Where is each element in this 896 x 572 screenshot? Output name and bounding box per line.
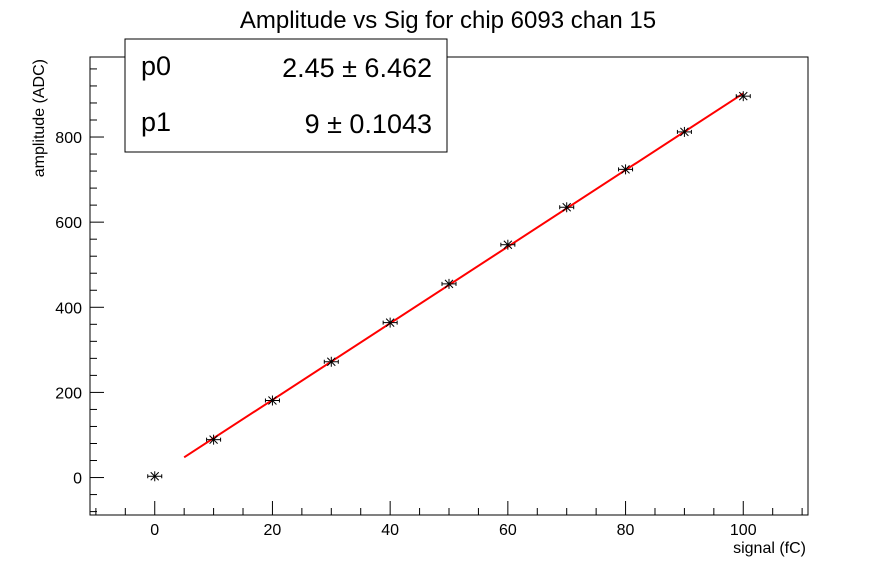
y-tick-label: 0 xyxy=(73,471,82,488)
data-point xyxy=(264,395,280,406)
stats-box-frame xyxy=(124,38,448,153)
data-point xyxy=(559,202,575,213)
x-axis-label: signal (fC) xyxy=(733,540,806,557)
data-point xyxy=(735,91,751,102)
y-tick-label: 800 xyxy=(55,130,82,147)
x-tick-label: 100 xyxy=(730,522,757,539)
data-point xyxy=(500,239,516,250)
y-tick-label: 600 xyxy=(55,215,82,232)
x-tick-label: 40 xyxy=(381,522,399,539)
y-axis: 0 200 400 600 800 xyxy=(55,68,104,513)
data-point xyxy=(323,356,339,367)
data-point xyxy=(147,471,163,482)
stats-p1-name: p1 xyxy=(141,107,171,137)
stats-p1-value: 9 ± 0.1043 xyxy=(305,109,432,139)
stats-p0-name: p0 xyxy=(141,51,171,81)
data-points xyxy=(147,91,751,482)
data-point xyxy=(382,317,398,328)
y-tick-label: 200 xyxy=(55,385,82,402)
chart-title: Amplitude vs Sig for chip 6093 chan 15 xyxy=(240,7,656,34)
fit-line xyxy=(183,92,744,459)
stats-box: p0 2.45 ± 6.462 p1 9 ± 0.1043 xyxy=(124,38,448,153)
data-point xyxy=(676,126,692,137)
x-tick-label: 60 xyxy=(499,522,517,539)
data-point xyxy=(618,164,634,175)
x-tick-label: 20 xyxy=(264,522,282,539)
x-axis: 0 20 40 60 80 100 xyxy=(95,501,803,539)
x-tick-label: 80 xyxy=(617,522,635,539)
y-axis-label: amplitude (ADC) xyxy=(31,59,48,177)
stats-p0-value: 2.45 ± 6.462 xyxy=(282,53,432,83)
fit-layer xyxy=(183,92,744,459)
y-tick-label: 400 xyxy=(55,300,82,317)
data-point xyxy=(441,278,457,289)
data-point xyxy=(206,434,222,445)
x-tick-label: 0 xyxy=(150,522,159,539)
